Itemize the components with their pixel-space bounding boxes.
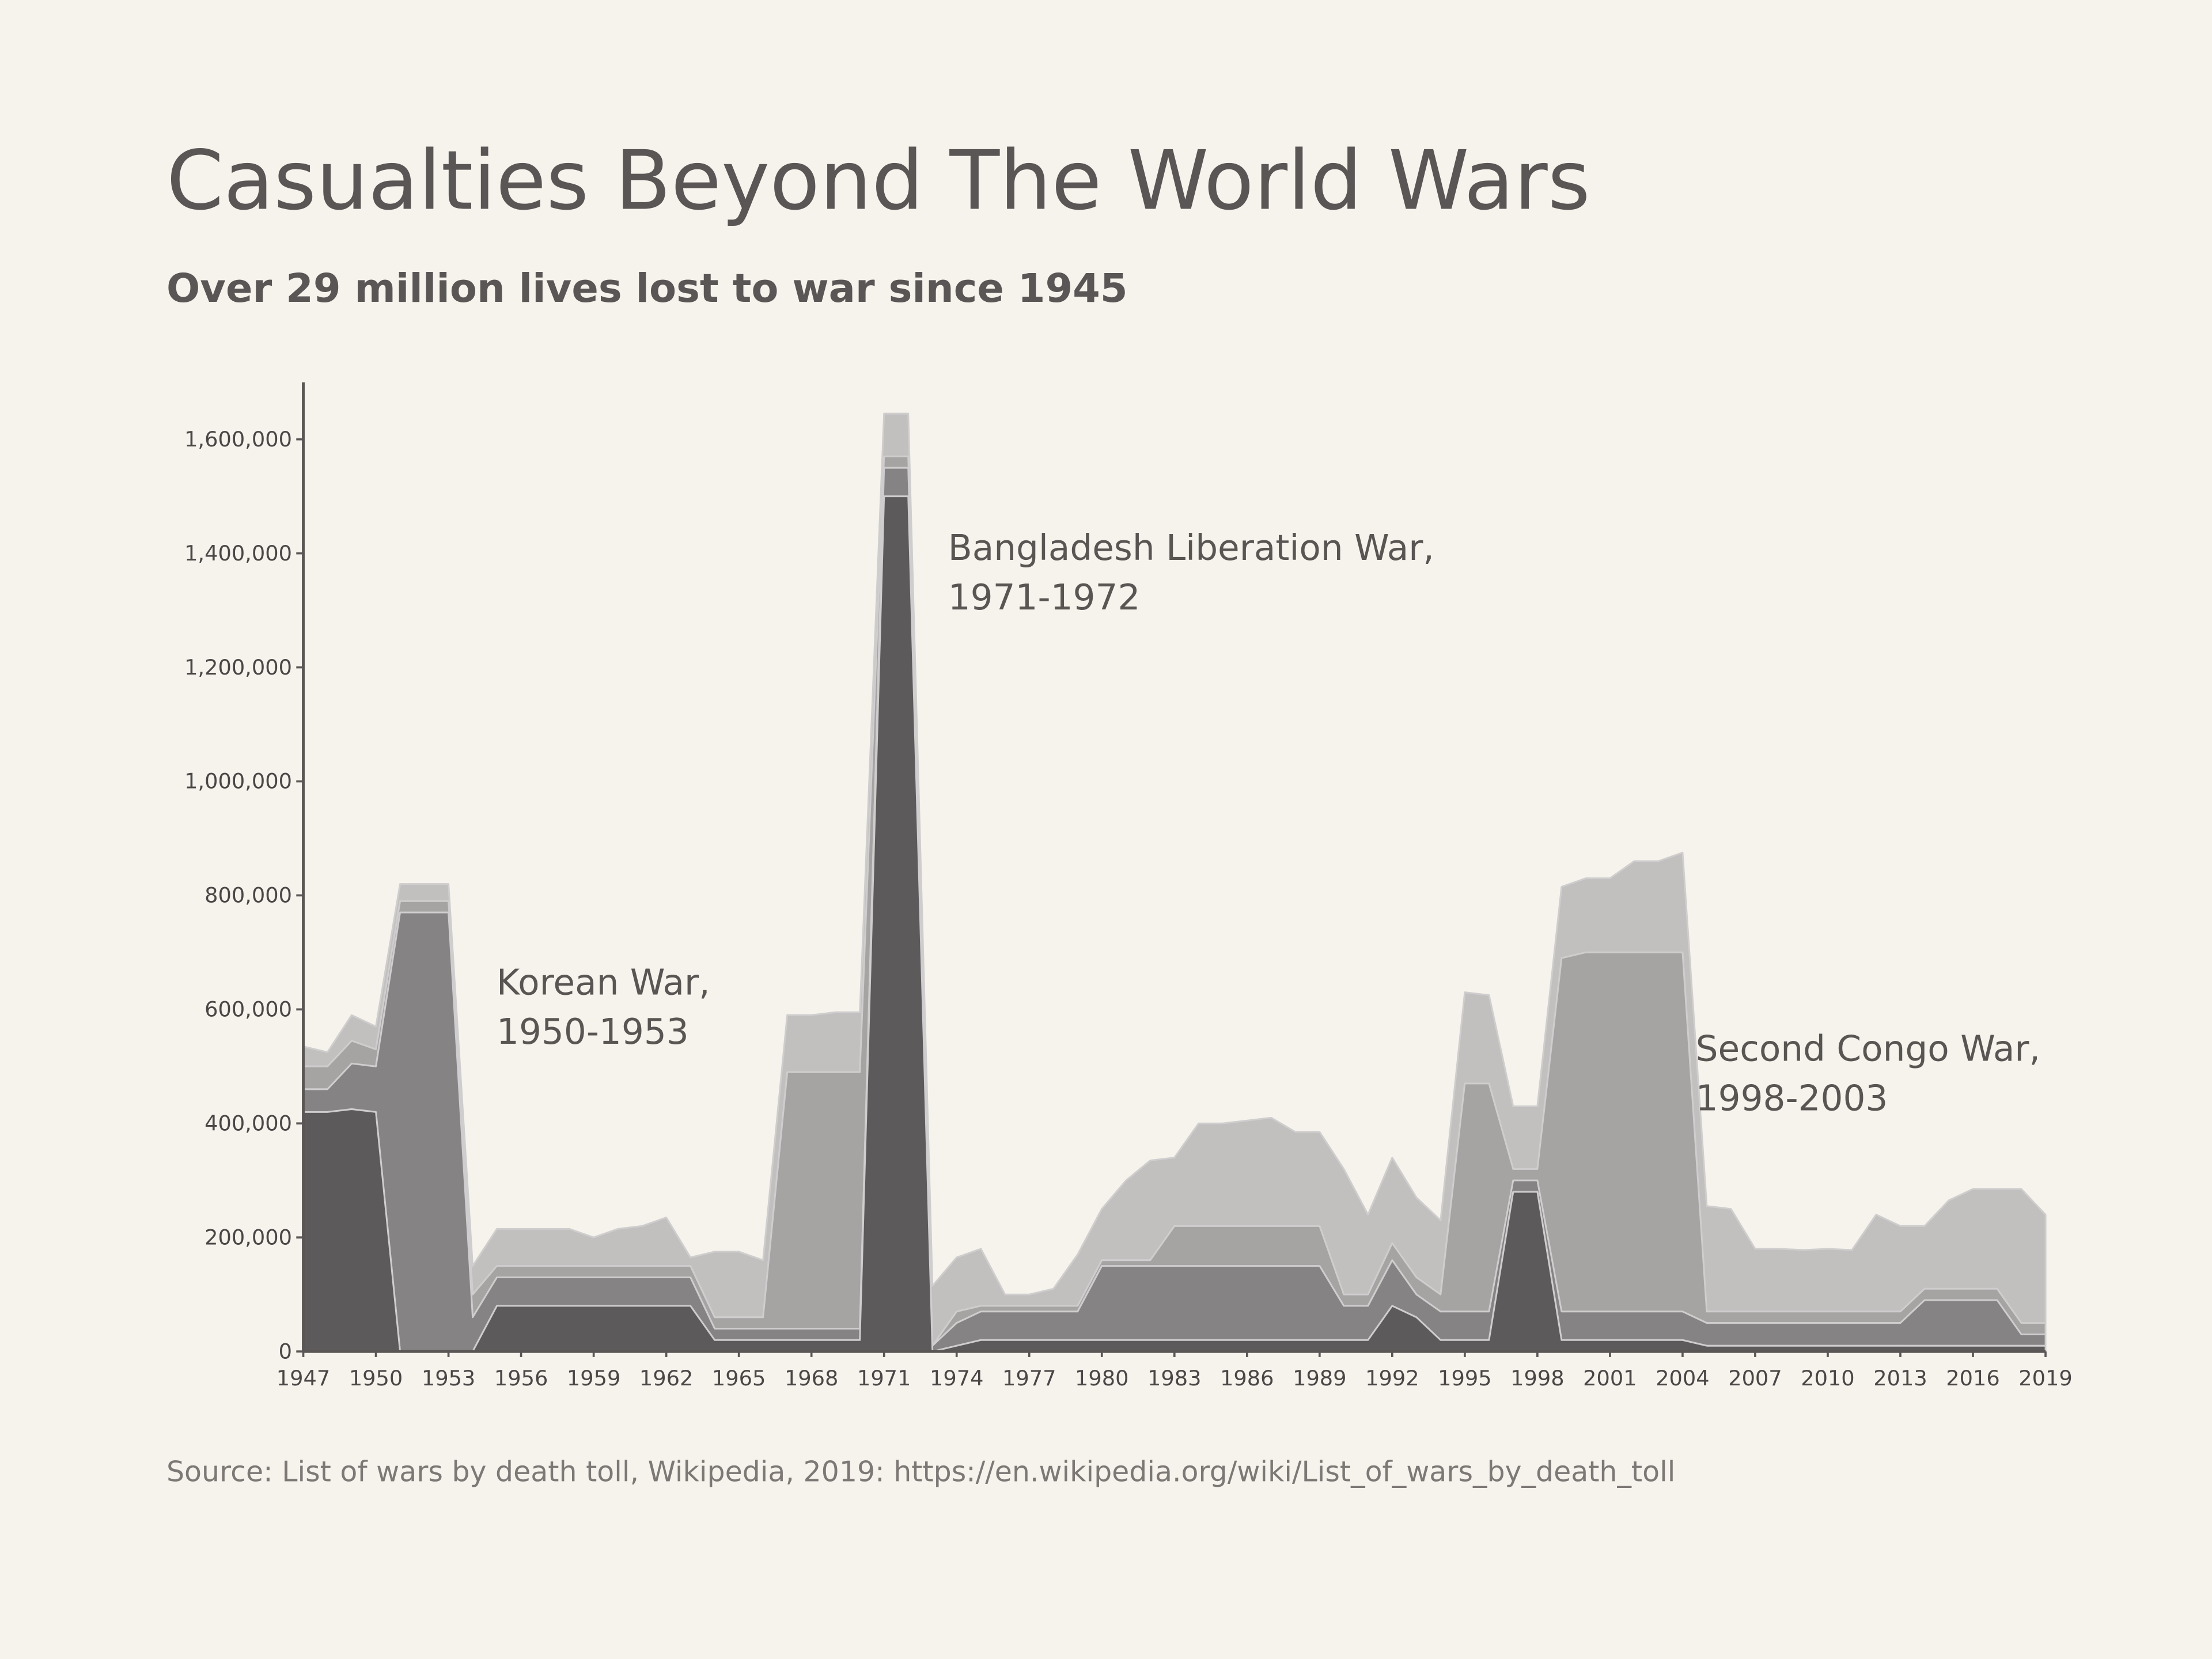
x-tick-label: 2010 — [1801, 1366, 1854, 1391]
x-tick-label: 1995 — [1438, 1366, 1491, 1391]
x-tick-label: 1968 — [785, 1366, 838, 1391]
x-tick-label: 1956 — [494, 1366, 548, 1391]
x-tick-label: 1983 — [1147, 1366, 1201, 1391]
x-tick-label: 1950 — [349, 1366, 403, 1391]
x-tick-label: 1965 — [712, 1366, 766, 1391]
y-tick-label: 1,600,000 — [184, 427, 292, 452]
x-tick-label: 2016 — [1946, 1366, 1999, 1391]
annotation: Second Congo War, — [1696, 1029, 2040, 1070]
y-tick-label: 1,000,000 — [184, 769, 292, 794]
x-tick-label: 1959 — [567, 1366, 620, 1391]
y-tick-label: 600,000 — [204, 997, 292, 1022]
x-tick-label: 2013 — [1873, 1366, 1927, 1391]
x-tick-label: 2004 — [1656, 1366, 1709, 1391]
x-tick-label: 1980 — [1075, 1366, 1128, 1391]
x-tick-label: 2019 — [2018, 1366, 2072, 1391]
x-tick-label: 1962 — [639, 1366, 693, 1391]
x-tick-label: 1986 — [1220, 1366, 1274, 1391]
annotation: 1998-2003 — [1696, 1078, 1888, 1119]
y-tick-label: 0 — [279, 1339, 292, 1363]
x-tick-label: 1947 — [276, 1366, 330, 1391]
chart-title: Casualties Beyond The World Wars — [166, 133, 1590, 228]
chart-subtitle: Over 29 million lives lost to war since … — [166, 266, 1128, 312]
annotation: 1950-1953 — [497, 1012, 689, 1052]
y-tick-label: 800,000 — [204, 883, 292, 908]
y-tick-label: 400,000 — [204, 1111, 292, 1135]
x-tick-label: 1998 — [1510, 1366, 1564, 1391]
x-tick-label: 1953 — [422, 1366, 475, 1391]
x-tick-label: 1971 — [857, 1366, 911, 1391]
x-tick-label: 1989 — [1293, 1366, 1346, 1391]
y-tick-label: 200,000 — [204, 1225, 292, 1249]
annotation: Bangladesh Liberation War, — [948, 528, 1434, 569]
x-tick-label: 1977 — [1002, 1366, 1056, 1391]
annotation: 1971-1972 — [948, 577, 1141, 618]
x-tick-label: 1974 — [930, 1366, 983, 1391]
source-note: Source: List of wars by death toll, Wiki… — [166, 1455, 1675, 1488]
y-tick-label: 1,400,000 — [184, 541, 292, 566]
y-tick-label: 1,200,000 — [184, 655, 292, 680]
x-tick-label: 2001 — [1583, 1366, 1637, 1391]
x-tick-label: 1992 — [1365, 1366, 1419, 1391]
annotation: Korean War, — [497, 963, 710, 1003]
x-tick-label: 2007 — [1728, 1366, 1782, 1391]
